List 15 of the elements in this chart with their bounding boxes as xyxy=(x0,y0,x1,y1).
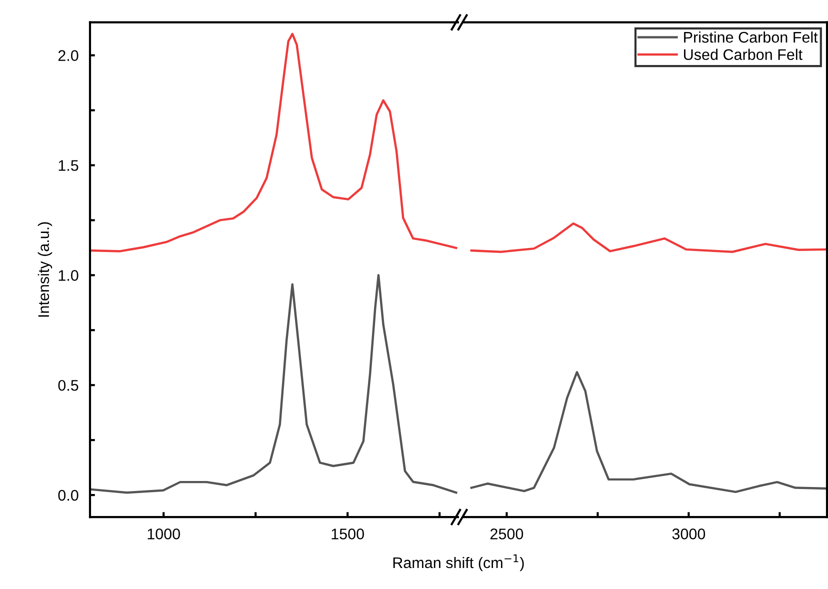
x-axis-title: Raman shift (cm$^{−1}$) xyxy=(393,554,524,572)
y-tick-label: 1.0 xyxy=(58,270,78,281)
y-tick-label: 0.5 xyxy=(58,380,78,391)
y-tick-label: 1.5 xyxy=(58,160,78,171)
line-series xyxy=(90,274,458,494)
y-tick-label: 2.0 xyxy=(58,50,78,61)
line-series xyxy=(90,32,458,252)
x-tick-label: 3000 xyxy=(672,528,706,540)
y-tick-label: 0.0 xyxy=(58,490,78,501)
legend-label: Pristine Carbon Felt xyxy=(684,31,818,43)
legend-label: Used Carbon Felt xyxy=(684,48,802,60)
y-axis-title: Intensity (a.u.) xyxy=(38,222,52,317)
x-tick-label: 1500 xyxy=(332,528,364,540)
x-tick-label: 2500 xyxy=(490,528,524,540)
x-tick-label: 1000 xyxy=(148,528,180,540)
